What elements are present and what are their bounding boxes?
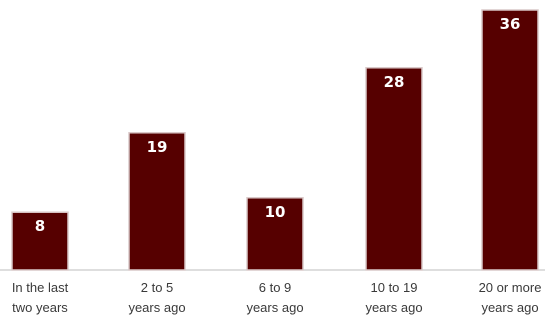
category-label-2-line-1: years ago — [246, 300, 303, 315]
category-label-2-line-0: 6 to 9 — [259, 280, 292, 295]
bar-value-label-2: 10 — [265, 203, 286, 221]
category-label-3-line-0: 10 to 19 — [371, 280, 418, 295]
bar-value-label-4: 36 — [500, 15, 521, 33]
bar-1 — [128, 132, 186, 271]
category-label-4-line-0: 20 or more — [479, 280, 542, 295]
bar-value-label-3: 28 — [384, 73, 405, 91]
category-label-1-line-0: 2 to 5 — [141, 280, 174, 295]
category-label-0-line-0: In the last — [12, 280, 69, 295]
bar-value-label-0: 8 — [35, 217, 45, 235]
category-label-0-line-1: two years — [12, 300, 68, 315]
bar-3 — [365, 67, 423, 271]
category-label-1-line-1: years ago — [128, 300, 185, 315]
bar-4 — [481, 9, 539, 271]
category-label-4-line-1: years ago — [481, 300, 538, 315]
category-labels-group: In the last two years 2 to 5 years ago 6 to … — [12, 280, 542, 315]
bar-value-label-1: 19 — [147, 138, 168, 156]
category-label-3-line-1: years ago — [365, 300, 422, 315]
bars-group: 8 19 10 28 36 — [11, 9, 539, 271]
bar-0 — [11, 211, 69, 271]
bar-2 — [246, 197, 304, 271]
